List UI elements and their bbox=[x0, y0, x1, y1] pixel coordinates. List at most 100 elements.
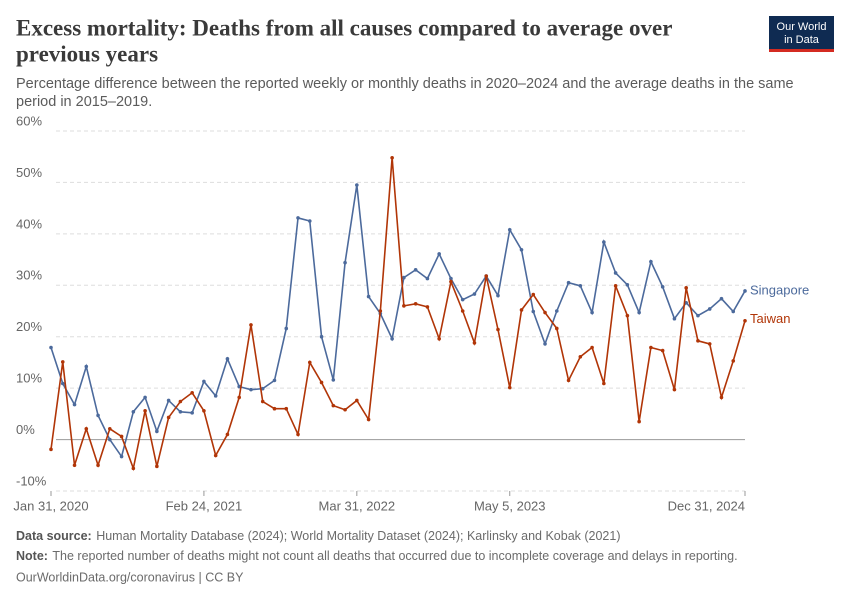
footer: OurWorldinData.org/coronavirus | CC BY bbox=[16, 570, 244, 584]
data-point bbox=[296, 216, 300, 220]
data-point bbox=[96, 413, 100, 418]
data-point bbox=[166, 415, 171, 420]
data-point bbox=[166, 398, 171, 403]
data-point bbox=[190, 411, 194, 415]
data-point bbox=[378, 309, 383, 313]
data-point bbox=[284, 326, 289, 331]
y-tick-label: 30% bbox=[16, 268, 42, 283]
subtitle: Percentage difference between the report… bbox=[16, 76, 794, 92]
data-point bbox=[531, 292, 536, 297]
data-point bbox=[284, 406, 289, 411]
data-point bbox=[625, 313, 630, 318]
logo-text: in Data bbox=[784, 34, 820, 46]
data-point bbox=[496, 293, 500, 298]
data-point bbox=[460, 309, 465, 313]
data-point bbox=[343, 407, 347, 412]
note-text: The reported number of deaths might not … bbox=[52, 549, 737, 563]
source-label: Data source: bbox=[16, 529, 92, 543]
data-point bbox=[472, 341, 477, 345]
data-point bbox=[108, 426, 112, 431]
data-point bbox=[672, 316, 677, 321]
data-point bbox=[213, 394, 218, 398]
data-point bbox=[719, 296, 724, 301]
data-point bbox=[131, 466, 136, 471]
data-point bbox=[743, 318, 747, 323]
data-point bbox=[696, 313, 700, 318]
data-point bbox=[343, 260, 347, 265]
data-point bbox=[96, 463, 100, 468]
data-point bbox=[590, 345, 594, 350]
data-point bbox=[249, 323, 253, 327]
data-point bbox=[225, 432, 230, 437]
data-point bbox=[84, 364, 89, 369]
data-point bbox=[155, 464, 159, 469]
logo bbox=[769, 16, 834, 52]
data-point bbox=[719, 395, 724, 400]
data-point bbox=[578, 284, 583, 288]
data-point bbox=[319, 334, 324, 339]
x-tick-label: Jan 31, 2020 bbox=[13, 498, 88, 513]
data-point bbox=[425, 276, 430, 281]
y-tick-label: 10% bbox=[16, 371, 42, 386]
y-tick-label: 0% bbox=[16, 422, 35, 437]
data-point bbox=[496, 327, 500, 332]
data-point bbox=[60, 381, 65, 386]
data-point bbox=[743, 289, 747, 293]
data-point bbox=[672, 387, 677, 392]
data-point bbox=[543, 310, 547, 315]
data-point bbox=[84, 426, 89, 431]
series-label: Taiwan bbox=[750, 311, 790, 326]
data-point bbox=[237, 395, 242, 400]
data-point bbox=[319, 380, 324, 385]
data-point bbox=[49, 345, 53, 350]
data-point bbox=[190, 390, 194, 395]
note: Note: The reported number of deaths migh… bbox=[16, 548, 738, 565]
data-point bbox=[449, 279, 453, 284]
data-point bbox=[425, 305, 430, 309]
data-point bbox=[519, 308, 524, 312]
data-point bbox=[484, 274, 489, 278]
data-point bbox=[602, 381, 606, 386]
data-point bbox=[307, 360, 312, 365]
data-point bbox=[437, 336, 441, 341]
data-point bbox=[554, 309, 559, 313]
data-point bbox=[260, 386, 265, 391]
data-point bbox=[390, 336, 394, 341]
y-tick-label: -10% bbox=[16, 473, 47, 488]
data-point bbox=[119, 454, 124, 459]
data-point bbox=[296, 432, 300, 437]
data-point bbox=[60, 360, 65, 364]
data-point bbox=[178, 410, 183, 414]
data-point bbox=[625, 282, 630, 287]
data-point bbox=[213, 453, 218, 458]
data-point bbox=[143, 395, 147, 400]
logo-text: Our World bbox=[777, 21, 827, 33]
data-point bbox=[613, 271, 618, 275]
data-point bbox=[108, 437, 112, 442]
data-point bbox=[225, 357, 230, 361]
data-point bbox=[390, 155, 394, 160]
data-point bbox=[519, 248, 524, 252]
data-point bbox=[578, 354, 583, 359]
data-point bbox=[366, 294, 371, 299]
data-point bbox=[437, 252, 441, 256]
series-label: Singapore bbox=[750, 282, 809, 297]
data-point bbox=[543, 342, 547, 346]
data-point bbox=[449, 276, 453, 281]
data-point bbox=[331, 403, 336, 408]
data-point bbox=[660, 348, 665, 353]
data-point bbox=[272, 406, 277, 411]
data-point bbox=[554, 326, 559, 331]
data-point bbox=[260, 399, 265, 404]
logo-bar bbox=[769, 49, 834, 52]
source-text: Human Mortality Database (2024); World M… bbox=[96, 529, 620, 543]
data-point bbox=[366, 417, 371, 422]
subtitle: period in 2015–2019. bbox=[16, 94, 152, 110]
y-tick-label: 60% bbox=[16, 113, 42, 128]
source: Data source: Human Mortality Database (2… bbox=[16, 528, 621, 545]
data-point bbox=[413, 302, 418, 306]
data-point bbox=[202, 408, 206, 413]
data-point bbox=[143, 408, 147, 413]
data-point bbox=[402, 304, 406, 308]
